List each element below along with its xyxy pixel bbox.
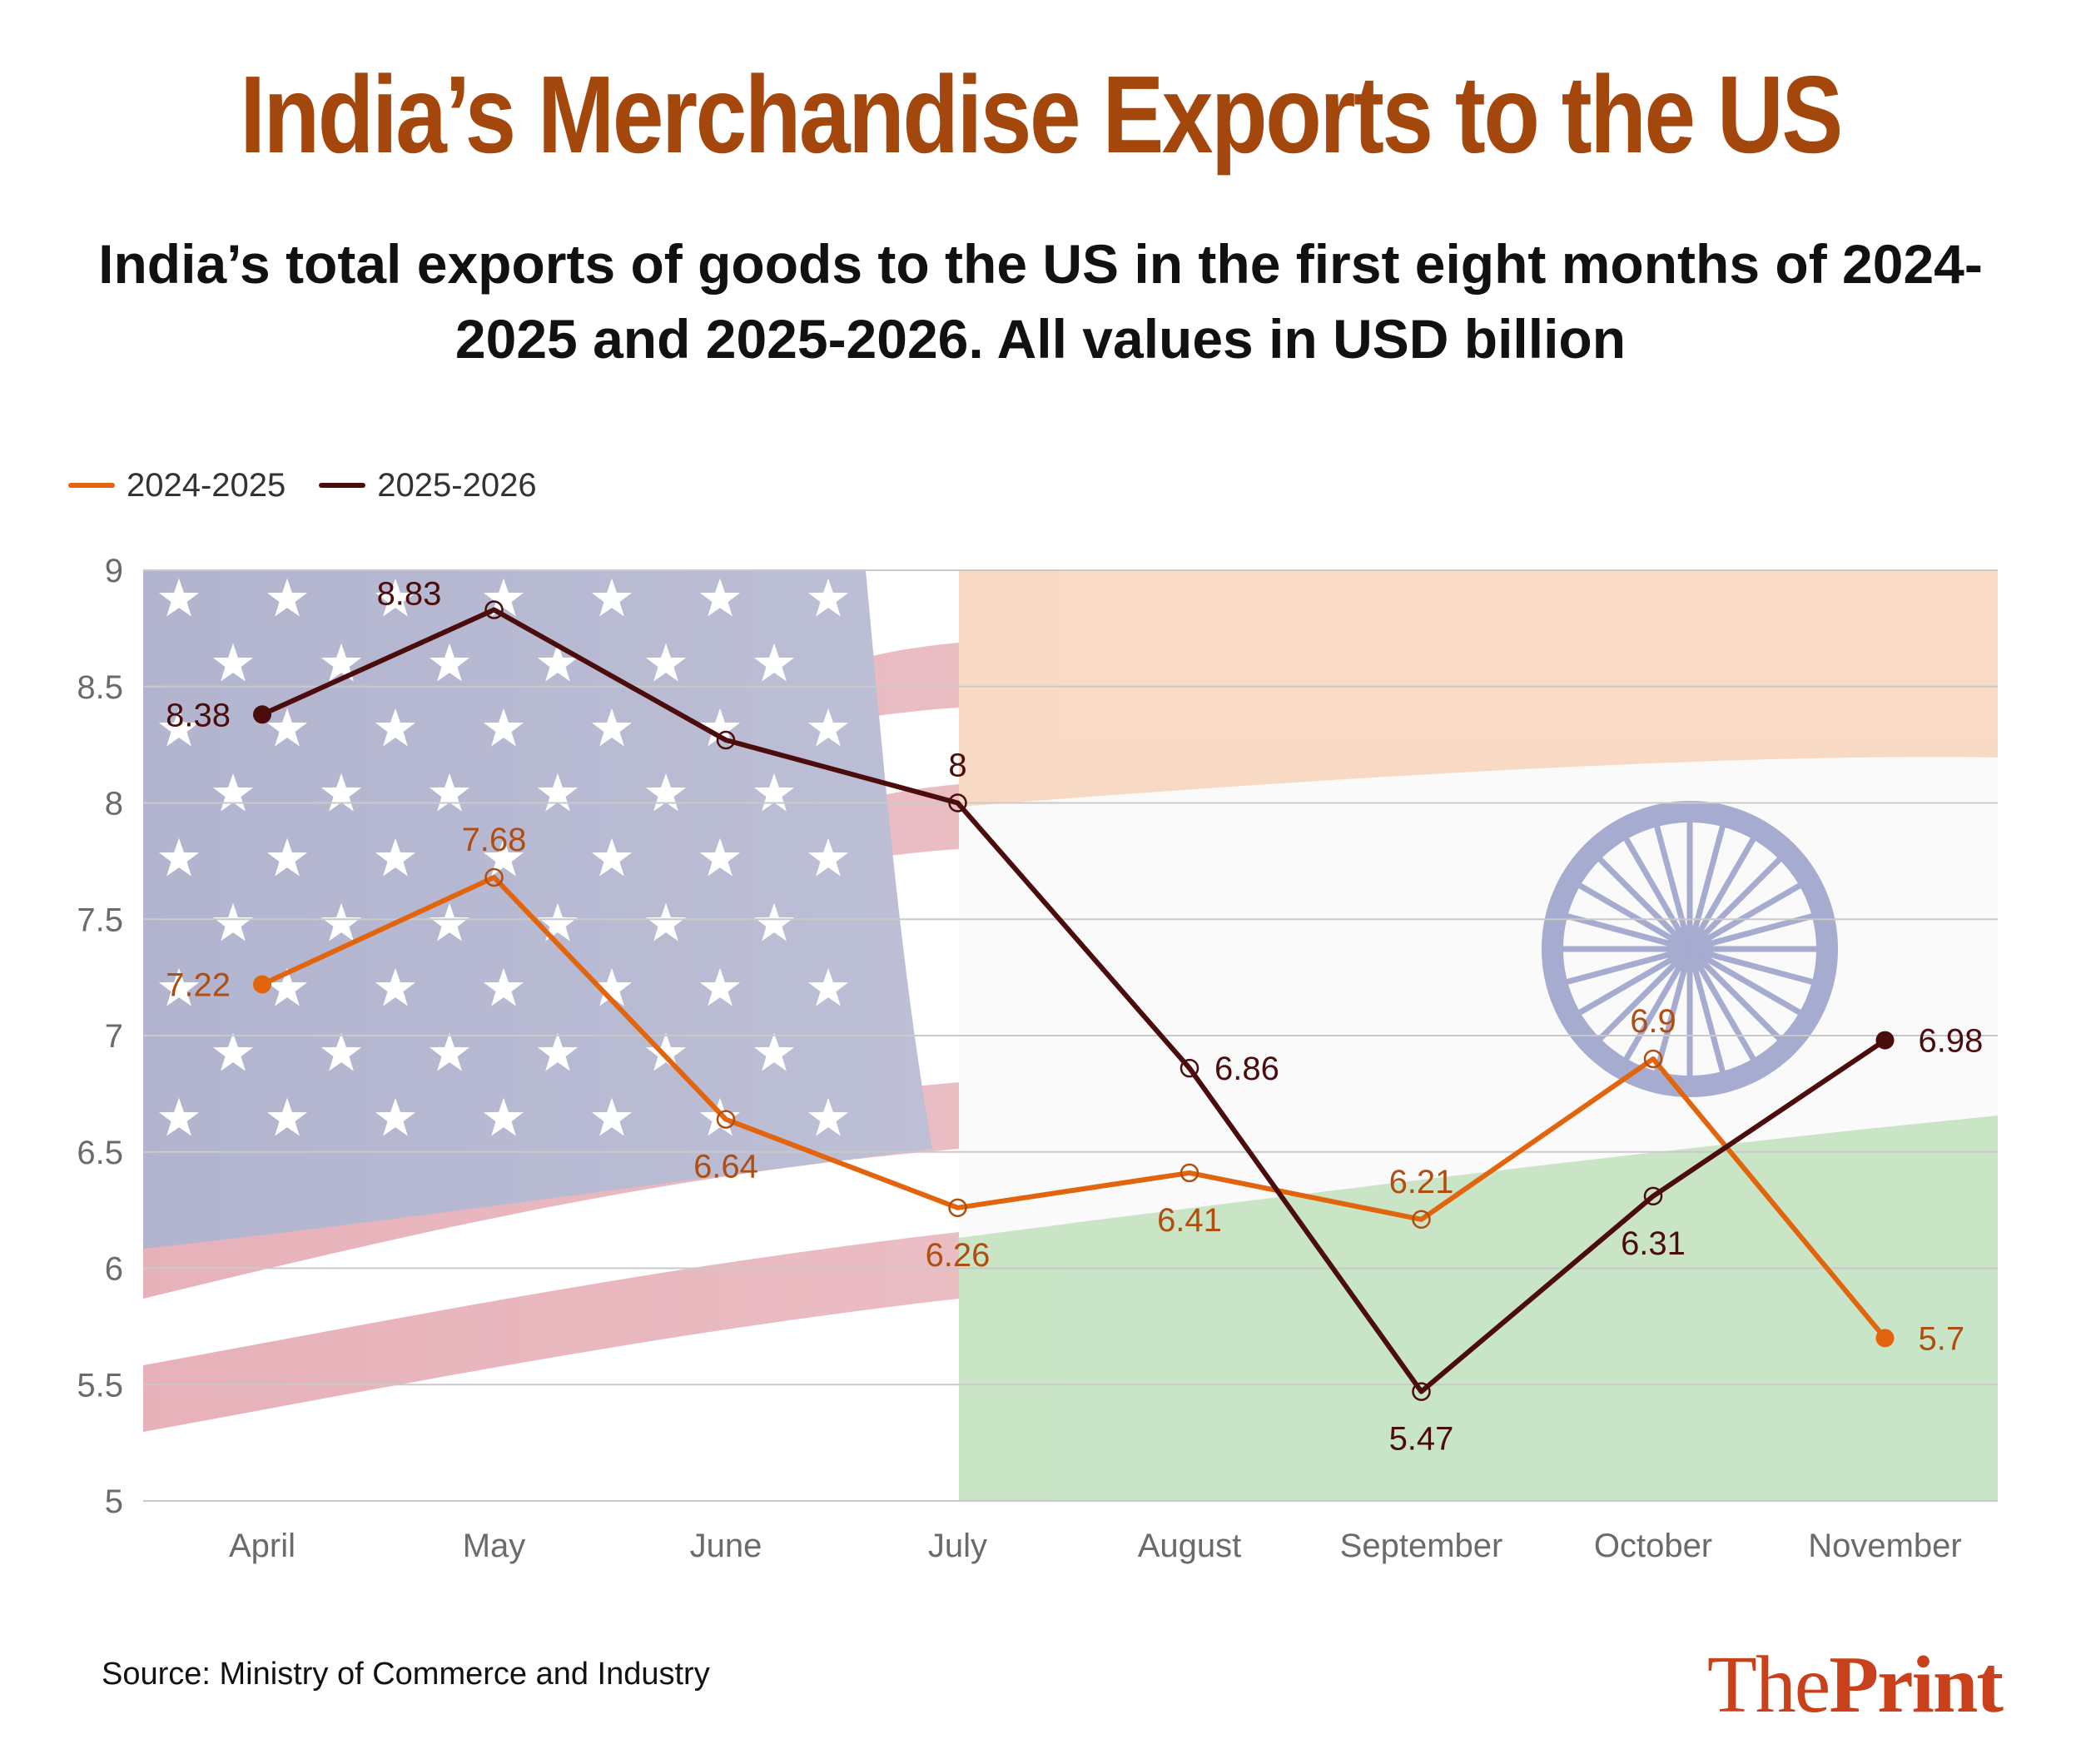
data-label: 6.64 [693, 1149, 758, 1185]
source-note: Source: Ministry of Commerce and Industr… [102, 1657, 710, 1692]
series-2024-2025: 7.22 7.68 6.64 6.26 6.41 6.21 6.9 5.7 [166, 822, 1964, 1357]
theprint-logo: ThePrint [1706, 1638, 2004, 1732]
chakra-spoke [1593, 852, 1692, 952]
y-tick-label: 7 [105, 1018, 123, 1055]
data-label: 8.38 [166, 697, 231, 733]
chakra-spoke [1687, 947, 1786, 1046]
chakra-spoke [1688, 946, 1807, 1019]
chakra-spoke [1686, 819, 1727, 950]
data-point [948, 1198, 967, 1218]
data-label: 6.41 [1157, 1202, 1222, 1239]
data-label: 6.21 [1389, 1164, 1454, 1200]
chakra-spoke [1689, 946, 1820, 986]
series-group: 7.22 7.68 6.64 6.26 6.41 6.21 6.9 5.7 8.38 8.83 8 6… [166, 576, 1983, 1458]
chakra-spoke [1620, 947, 1693, 1066]
x-tick-label: April [229, 1528, 296, 1564]
chakra-spoke [1689, 912, 1820, 952]
data-point-filled [1875, 1031, 1895, 1050]
x-tick-label: November [1808, 1528, 1962, 1564]
chart-subtitle: India’s total exports of goods to the US… [98, 233, 1983, 370]
ashoka-chakra-icon [1542, 801, 1838, 1097]
data-point [484, 600, 504, 619]
x-axis: April May June July August September October No… [229, 1528, 1962, 1564]
data-label: 5.7 [1919, 1320, 1965, 1357]
data-point [1643, 1186, 1663, 1206]
series-line-2025-2026 [260, 607, 1888, 1394]
data-label: 8 [948, 748, 966, 784]
data-label: 6.98 [1919, 1023, 1984, 1060]
legend-swatch-2025-2026 [319, 483, 366, 488]
chakra-spoke [1560, 912, 1691, 952]
data-label: 6.9 [1630, 1003, 1676, 1040]
y-tick-label: 6.5 [77, 1135, 123, 1171]
y-tick-label: 6 [105, 1251, 123, 1288]
data-point-filled [1875, 1329, 1895, 1348]
y-tick-label: 8.5 [77, 669, 123, 706]
chart-title: India’s Merchandise Exports to the US [240, 53, 1843, 176]
data-label: 6.26 [926, 1237, 991, 1274]
series-2025-2026: 8.38 8.83 8 6.86 5.47 6.31 6.98 [166, 576, 1983, 1458]
chakra-spoke [1560, 946, 1691, 986]
legend-label-2024-2025: 2024-2025 [127, 466, 286, 504]
data-point [484, 867, 504, 887]
data-label: 8.83 [377, 576, 442, 613]
data-label: 7.68 [462, 822, 527, 858]
data-label: 6.86 [1214, 1051, 1279, 1087]
data-point [948, 793, 967, 812]
y-tick-label: 5.5 [77, 1367, 123, 1404]
data-point [1412, 1210, 1431, 1230]
chakra-spoke [1652, 819, 1693, 950]
gridlines [143, 569, 1998, 1502]
y-tick-label: 5 [105, 1483, 123, 1520]
data-label: 6.31 [1621, 1225, 1686, 1262]
data-point-filled [253, 705, 271, 724]
logo-the: The [1706, 1640, 1830, 1730]
data-point [1180, 1163, 1199, 1183]
legend-swatch-2024-2025 [68, 483, 115, 488]
y-tick-label: 7.5 [77, 902, 123, 938]
legend-item-2025-2026: 2025-2026 [319, 466, 537, 504]
logo-print: Print [1829, 1640, 2004, 1730]
chakra-spoke [1687, 852, 1786, 952]
india-flag-image [749, 570, 1998, 1501]
x-tick-label: August [1138, 1528, 1242, 1564]
x-tick-label: October [1594, 1528, 1712, 1564]
y-tick-label: 8 [105, 786, 123, 822]
legend-label-2025-2026: 2025-2026 [377, 466, 537, 504]
data-point [1412, 1382, 1431, 1401]
chakra-spoke [1572, 879, 1691, 952]
data-point-filled [253, 975, 271, 994]
x-tick-label: June [690, 1528, 762, 1564]
chakra-spoke [1620, 832, 1693, 951]
data-point [1180, 1058, 1199, 1078]
chakra-spoke [1686, 947, 1760, 1066]
data-point [716, 1110, 736, 1129]
y-axis: 9 8.5 8 7.5 7 6.5 6 5.5 5 [77, 553, 123, 1520]
series-line-2024-2025 [260, 874, 1888, 1341]
chakra-spoke [1593, 947, 1692, 1046]
chakra-spoke [1686, 832, 1760, 951]
data-label: 7.22 [166, 967, 231, 1004]
x-tick-label: July [928, 1528, 987, 1564]
x-tick-label: September [1340, 1528, 1503, 1564]
x-tick-label: May [463, 1528, 526, 1564]
legend: 2024-2025 2025-2026 [68, 465, 537, 506]
legend-item-2024-2025: 2024-2025 [68, 467, 286, 504]
data-point [1643, 1049, 1663, 1069]
chakra-spoke [1572, 946, 1691, 1019]
data-label: 5.47 [1389, 1421, 1454, 1458]
chakra-spoke [1686, 948, 1727, 1079]
data-point [716, 730, 736, 750]
y-tick-label: 9 [105, 553, 123, 589]
chakra-spoke [1688, 879, 1807, 952]
